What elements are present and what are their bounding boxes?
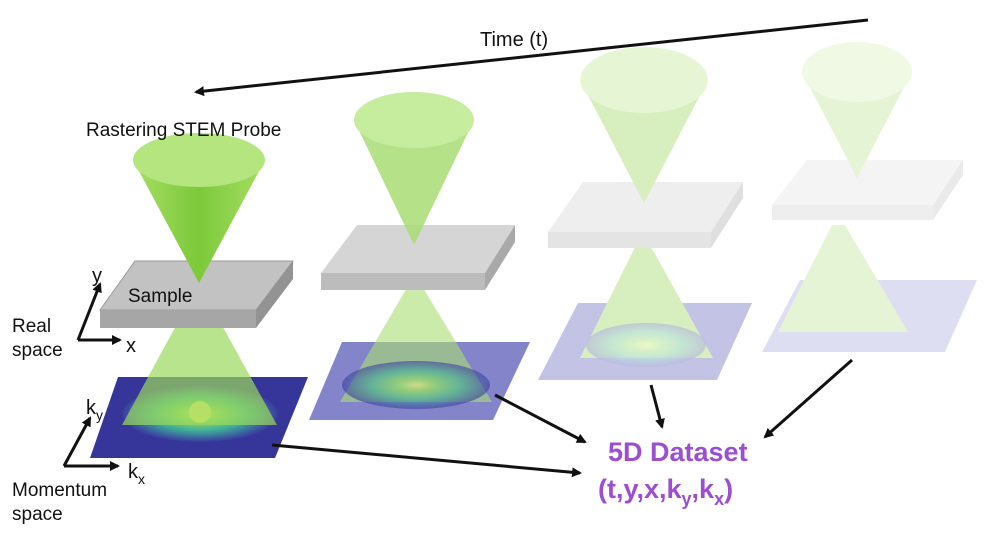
upper-cone-top-4	[802, 42, 912, 102]
upper-cone-4	[802, 72, 912, 178]
sample-front-1	[100, 310, 256, 328]
momentum-space-axes	[62, 416, 120, 471]
axis-ky-label: ky	[86, 397, 103, 423]
sample-side-3	[711, 182, 743, 248]
axis-x-label: x	[126, 335, 136, 357]
stage-1	[90, 133, 308, 458]
stage-3	[538, 47, 752, 380]
upper-cone-3	[580, 80, 708, 203]
real-space-label-1: Real	[12, 316, 51, 337]
sample-front-2	[321, 273, 485, 290]
dataset-formula: (t,y,x,ky,kx)	[598, 474, 733, 509]
upper-cone-top-1	[133, 133, 265, 187]
axis-kx-label: kx	[128, 461, 145, 487]
arrow-from-stage-1	[271, 443, 582, 478]
sample-side-2	[485, 225, 515, 290]
upper-cone-1	[133, 160, 265, 283]
time-arrow	[194, 18, 869, 97]
time-label: Time (t)	[480, 29, 548, 51]
sample-front-3	[548, 232, 711, 248]
upper-cone-top-3	[580, 47, 708, 113]
sample-front-4	[772, 205, 933, 220]
momentum-space-label-2: space	[12, 504, 63, 525]
sample-side-4	[933, 160, 963, 220]
stage-4	[762, 42, 977, 352]
diffraction-2	[342, 361, 490, 409]
dataset-title: 5D Dataset	[608, 437, 748, 467]
upper-cone-2	[354, 120, 474, 245]
diffraction-3	[586, 323, 706, 367]
sample-top-3	[548, 182, 743, 232]
sample-side-1	[256, 261, 293, 328]
real-space-label-2: space	[12, 340, 63, 361]
upper-cone-top-2	[354, 92, 474, 148]
detector-4	[762, 280, 977, 352]
axis-y-label: y	[92, 265, 102, 287]
lower-cone-1	[122, 300, 277, 425]
arrow-from-stage-3	[649, 384, 665, 429]
arrow-from-stage-2	[494, 393, 587, 444]
sample-top-4	[772, 160, 963, 205]
sample-label: Sample	[128, 286, 192, 307]
probe-label: Rastering STEM Probe	[86, 120, 281, 141]
dataset-arrows	[271, 358, 853, 478]
lower-cone-4	[778, 225, 908, 332]
stage-2	[309, 92, 530, 420]
sample-top-2	[321, 225, 515, 273]
momentum-space-label-1: Momentum	[12, 480, 107, 501]
arrow-from-stage-4	[763, 358, 853, 439]
real-space-axes	[76, 282, 122, 345]
